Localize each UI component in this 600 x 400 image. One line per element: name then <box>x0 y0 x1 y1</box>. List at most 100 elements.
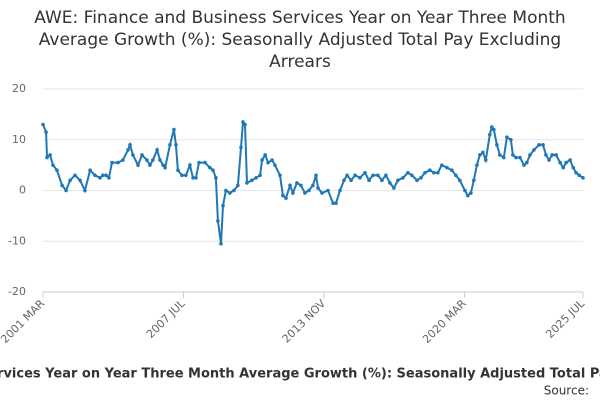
data-point <box>188 163 192 167</box>
x-tick-label: 2025 JUL <box>543 296 587 340</box>
data-point <box>326 188 330 193</box>
x-axis-label: AWE: Finance and Business Services Year … <box>0 367 600 382</box>
data-point <box>45 155 49 160</box>
data-point <box>331 201 335 205</box>
data-point <box>458 178 462 183</box>
data-point <box>495 143 499 147</box>
data-point <box>241 120 245 124</box>
data-point <box>136 163 140 167</box>
data-point <box>514 155 518 160</box>
data-point <box>564 160 568 165</box>
data-point <box>316 186 320 190</box>
data-point <box>107 176 111 180</box>
data-point <box>475 163 479 167</box>
data-point <box>163 165 167 170</box>
data-point <box>380 178 384 183</box>
data-point <box>528 153 532 157</box>
data-point <box>284 196 288 200</box>
data-point <box>168 143 172 147</box>
data-point <box>128 143 132 147</box>
data-point <box>243 122 247 127</box>
data-point <box>384 173 388 178</box>
data-point <box>191 176 195 180</box>
data-point <box>450 168 454 172</box>
data-point <box>483 158 488 162</box>
data-line <box>42 119 584 244</box>
data-point <box>254 176 258 180</box>
data-point <box>104 173 108 178</box>
chart-title-text: AWE: Finance and Business Services Year … <box>34 8 565 72</box>
data-point <box>338 188 342 193</box>
data-point <box>401 176 405 180</box>
data-point <box>345 173 349 178</box>
data-point <box>174 143 178 147</box>
data-point <box>568 158 572 162</box>
data-point <box>428 168 432 172</box>
data-point <box>161 163 165 167</box>
data-point <box>477 153 482 157</box>
y-tick-label: -20 <box>8 285 26 298</box>
data-point <box>44 130 48 134</box>
data-point <box>51 163 55 167</box>
data-point <box>423 170 427 175</box>
data-point <box>278 173 282 178</box>
data-point <box>358 176 362 180</box>
data-point <box>445 165 449 170</box>
data-point <box>258 173 262 178</box>
y-tick-label: 0 <box>19 184 26 197</box>
data-point <box>176 168 180 172</box>
data-point <box>281 193 285 198</box>
data-point <box>558 160 562 165</box>
data-point <box>41 122 45 127</box>
data-point <box>216 219 220 223</box>
data-point <box>288 183 292 188</box>
data-point <box>415 178 419 183</box>
data-point <box>511 153 515 157</box>
data-point <box>140 153 144 157</box>
data-point <box>214 176 218 180</box>
y-tick-label: -10 <box>8 234 26 247</box>
data-point <box>353 173 357 178</box>
data-point <box>454 173 458 178</box>
x-tick-label: 2001 MAR <box>0 297 47 346</box>
data-point <box>388 181 392 185</box>
data-point <box>547 158 551 162</box>
data-point <box>194 176 198 180</box>
data-point <box>126 148 130 152</box>
data-point <box>236 183 240 188</box>
data-point <box>232 188 236 193</box>
x-tick-label: 2007 JUL <box>144 296 188 340</box>
data-point <box>419 176 423 180</box>
data-point <box>314 173 318 178</box>
data-point <box>581 176 585 180</box>
data-point <box>436 170 440 175</box>
data-point <box>211 168 215 172</box>
data-point <box>311 183 315 188</box>
data-point <box>541 143 545 147</box>
source: Source: <box>544 384 589 398</box>
data-point <box>406 170 410 175</box>
data-point <box>250 178 254 183</box>
data-point <box>487 132 492 137</box>
data-point <box>60 183 64 188</box>
data-point <box>78 178 82 183</box>
data-point <box>522 163 526 167</box>
data-point <box>497 153 502 157</box>
data-point <box>392 186 396 190</box>
data-point <box>291 191 295 195</box>
data-point <box>307 188 311 193</box>
data-point <box>544 153 548 157</box>
x-tick-label: 2020 MAR <box>420 297 469 346</box>
data-point <box>342 178 346 183</box>
data-point <box>367 178 371 183</box>
data-point <box>266 160 270 165</box>
data-point <box>145 158 149 162</box>
data-point <box>245 181 249 185</box>
data-point <box>463 188 467 193</box>
data-point <box>208 165 212 170</box>
data-point <box>466 193 470 198</box>
y-tick-label: 10 <box>12 133 26 146</box>
data-point <box>303 191 307 195</box>
y-tick-label: 20 <box>12 82 26 95</box>
